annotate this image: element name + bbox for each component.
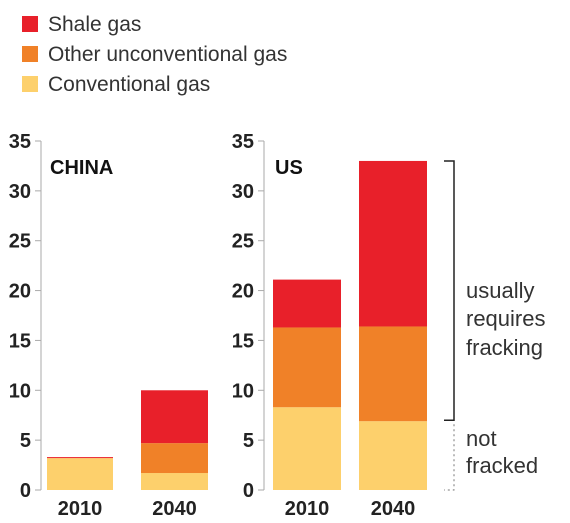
bar-shale-gas-2010: [273, 279, 341, 328]
legend-swatch-conventional-gas: [22, 76, 38, 92]
china-panel: 0 5 10 15 20 25 30 35 CHINA 2010 2040: [9, 131, 208, 520]
bar-other-unconventional-gas-2040: [359, 326, 427, 422]
not-fracked-bracket: [444, 424, 455, 491]
y-tick-label: 0: [243, 480, 254, 502]
y-tick-label: 0: [20, 480, 31, 502]
legend-swatch-shale-gas: [22, 16, 38, 32]
x-category-label: 2010: [58, 498, 103, 520]
y-tick-label: 10: [232, 380, 254, 402]
us-panel: 0 5 10 15 20 25 30 35 US 2010 2040: [232, 131, 427, 520]
bar-other-unconventional-gas-2040: [141, 443, 208, 474]
y-tick-label: 15: [232, 330, 254, 352]
annotation-not-fracked-line: fracked: [466, 453, 538, 478]
legend-swatch-other-unconventional-gas: [22, 46, 38, 62]
y-tick-label: 25: [232, 231, 254, 253]
bar-shale-gas-2040: [359, 160, 427, 327]
y-tick-label: 30: [232, 181, 254, 203]
annotation-not-fracked-line: not: [466, 426, 497, 451]
legend-label-shale-gas: Shale gas: [48, 13, 141, 36]
bar-conventional-gas-2010: [47, 458, 113, 490]
bar-conventional-gas-2040: [141, 473, 208, 490]
annotation-fracking-line: usually: [466, 278, 534, 303]
bar-conventional-gas-2040: [359, 421, 427, 490]
legend: Shale gas Other unconventional gas Convent…: [22, 13, 287, 96]
y-tick-label: 20: [9, 281, 31, 303]
y-tick-label: 30: [9, 181, 31, 203]
y-tick-label: 35: [232, 131, 254, 153]
y-tick-label: 5: [20, 430, 31, 452]
legend-label-other-unconventional-gas: Other unconventional gas: [48, 43, 287, 66]
bar-conventional-gas-2010: [273, 407, 341, 490]
fracking-bracket: [444, 160, 455, 421]
bar-shale-gas-2010: [47, 457, 113, 459]
bar-shale-gas-2040: [141, 390, 208, 444]
y-tick-label: 20: [232, 281, 254, 303]
x-category-label: 2010: [285, 498, 330, 520]
annotation-fracking-line: requires: [466, 306, 545, 331]
annotation-fracking-line: fracking: [466, 335, 543, 360]
y-tick-label: 10: [9, 380, 31, 402]
bar-other-unconventional-gas-2010: [273, 327, 341, 408]
legend-label-conventional-gas: Conventional gas: [48, 73, 210, 96]
y-tick-label: 35: [9, 131, 31, 153]
y-tick-label: 25: [9, 231, 31, 253]
x-category-label: 2040: [152, 498, 197, 520]
panel-title: US: [275, 157, 303, 179]
y-tick-label: 15: [9, 330, 31, 352]
y-tick-label: 5: [243, 430, 254, 452]
x-category-label: 2040: [371, 498, 416, 520]
panel-title: CHINA: [50, 157, 113, 179]
